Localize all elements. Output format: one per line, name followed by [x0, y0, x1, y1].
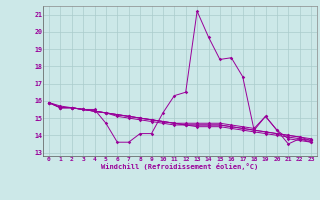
- X-axis label: Windchill (Refroidissement éolien,°C): Windchill (Refroidissement éolien,°C): [101, 163, 259, 170]
